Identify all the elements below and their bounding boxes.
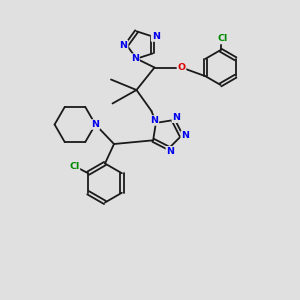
- Text: Cl: Cl: [217, 34, 227, 43]
- Text: N: N: [92, 120, 99, 129]
- Text: N: N: [120, 40, 128, 50]
- Text: N: N: [131, 54, 139, 63]
- Text: Cl: Cl: [69, 162, 80, 171]
- Text: N: N: [172, 113, 180, 122]
- Text: N: N: [152, 32, 160, 41]
- Text: O: O: [177, 63, 186, 72]
- Text: N: N: [150, 116, 158, 125]
- Text: N: N: [166, 147, 174, 156]
- Text: N: N: [181, 131, 189, 140]
